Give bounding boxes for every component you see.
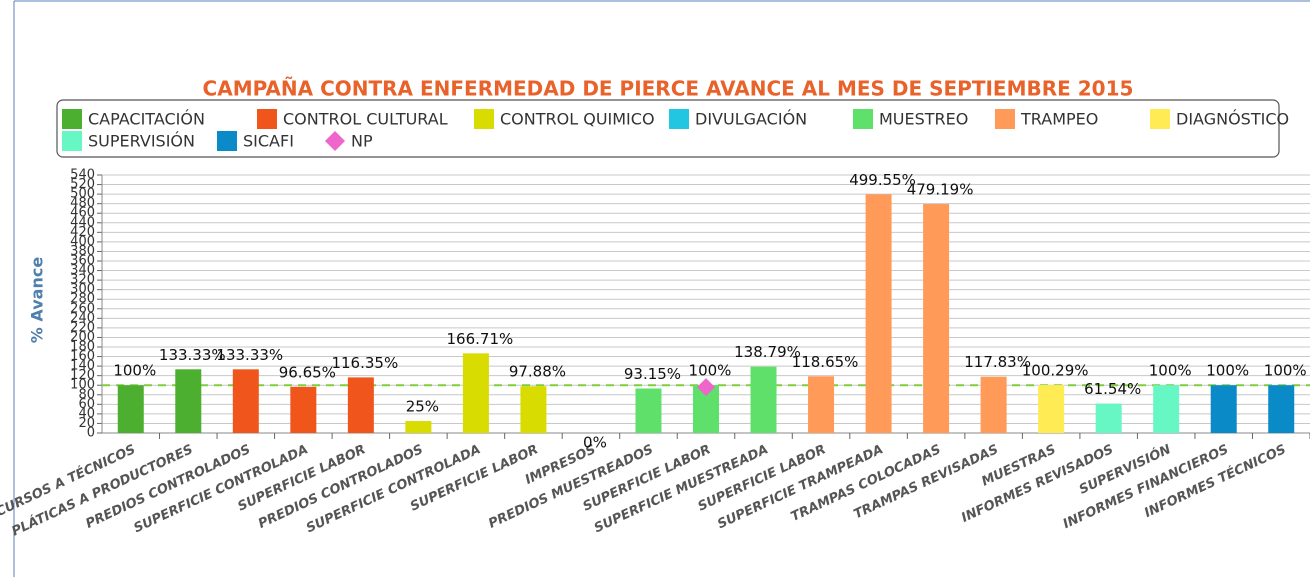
y-tick-label: 420 (70, 225, 95, 240)
legend-label: DIAGNÓSTICO (1176, 110, 1289, 129)
legend-label: DIVULGACIÓN (695, 110, 807, 129)
data-label: 479.19% (907, 181, 974, 199)
data-label: 100% (689, 362, 732, 380)
y-tick-label: 100 (70, 378, 95, 393)
bar (1038, 385, 1065, 433)
y-axis-label: % Avance (28, 257, 47, 344)
bar (520, 386, 547, 433)
bar (808, 376, 835, 433)
data-label: 61.54% (1084, 380, 1141, 398)
bar (232, 369, 259, 433)
legend-label: MUESTREO (879, 110, 968, 129)
data-label: 100.29% (1022, 362, 1089, 380)
data-label: 96.65% (279, 363, 336, 381)
y-tick-label: 160 (70, 349, 95, 364)
y-tick-label: 460 (70, 206, 95, 221)
data-label: 166.71% (447, 330, 514, 348)
y-tick-label: 280 (70, 292, 95, 307)
legend-box (56, 99, 1280, 158)
data-label: 97.88% (509, 363, 566, 381)
data-label: 118.65% (792, 353, 859, 371)
bar (750, 366, 777, 433)
bar (923, 204, 950, 433)
bar (1268, 385, 1295, 433)
bar (347, 377, 374, 433)
legend-label: CONTROL QUIMICO (500, 110, 655, 129)
bar (635, 388, 662, 433)
y-tick-label: 520 (70, 177, 95, 192)
legend-marker (325, 131, 345, 151)
data-label: 0% (583, 434, 607, 452)
y-tick-label: 480 (70, 196, 95, 211)
chart-title: CAMPAÑA CONTRA ENFERMEDAD DE PIERCE AVAN… (203, 77, 1134, 101)
data-label: 25% (406, 398, 439, 416)
legend-label: CAPACITACIÓN (88, 110, 205, 129)
data-label: 100% (1149, 362, 1192, 380)
bar (865, 194, 892, 433)
data-label: 138.79% (734, 343, 801, 361)
y-tick-label: 500 (70, 187, 95, 202)
data-label: 100% (113, 362, 156, 380)
bar (175, 369, 202, 433)
y-tick-label: 0 (87, 426, 95, 441)
legend-label: SICAFI (243, 132, 294, 151)
y-tick-label: 40 (78, 406, 95, 421)
data-label: 116.35% (331, 354, 398, 372)
data-label: 93.15% (624, 365, 681, 383)
bar (117, 385, 144, 433)
bar (1210, 385, 1237, 433)
bar (1153, 385, 1180, 433)
legend-swatch (669, 109, 689, 129)
y-tick-label: 340 (70, 263, 95, 278)
bar (462, 353, 489, 433)
legend-swatch (1150, 109, 1170, 129)
legend-swatch (474, 109, 494, 129)
np-marker (697, 378, 715, 397)
y-tick-label: 240 (70, 311, 95, 326)
data-label: 100% (1206, 362, 1249, 380)
legend-label: NP (351, 132, 373, 151)
y-tick-label: 380 (70, 244, 95, 259)
y-tick-label: 120 (70, 368, 95, 383)
y-tick-label: 440 (70, 215, 95, 230)
y-tick-label: 360 (70, 254, 95, 269)
data-label: 499.55% (849, 171, 916, 189)
legend-swatch (62, 131, 82, 151)
y-tick-label: 220 (70, 320, 95, 335)
data-label: 133.33% (216, 346, 283, 364)
bar (980, 376, 1007, 433)
y-tick-label: 80 (78, 387, 95, 402)
y-tick-label: 180 (70, 340, 95, 355)
data-label: 100% (1264, 362, 1307, 380)
legend-swatch (62, 109, 82, 129)
data-label: 117.83% (964, 353, 1031, 371)
bar (290, 386, 317, 433)
y-tick-label: 260 (70, 301, 95, 316)
legend-label: SUPERVISIÓN (88, 132, 195, 151)
y-tick-label: 400 (70, 234, 95, 249)
y-tick-label: 20 (78, 416, 95, 431)
y-tick-label: 200 (70, 330, 95, 345)
y-tick-label: 320 (70, 273, 95, 288)
y-tick-label: 540 (70, 168, 95, 183)
legend-swatch (217, 131, 237, 151)
legend-swatch (853, 109, 873, 129)
legend-label: TRAMPEO (1020, 110, 1098, 129)
legend-swatch (995, 109, 1015, 129)
legend-label: CONTROL CULTURAL (283, 110, 448, 129)
bar (405, 421, 432, 433)
y-tick-label: 140 (70, 359, 95, 374)
y-tick-label: 300 (70, 282, 95, 297)
legend-swatch (257, 109, 277, 129)
y-tick-label: 60 (78, 397, 95, 412)
bar (1095, 403, 1122, 433)
data-label: 133.33% (159, 346, 226, 364)
